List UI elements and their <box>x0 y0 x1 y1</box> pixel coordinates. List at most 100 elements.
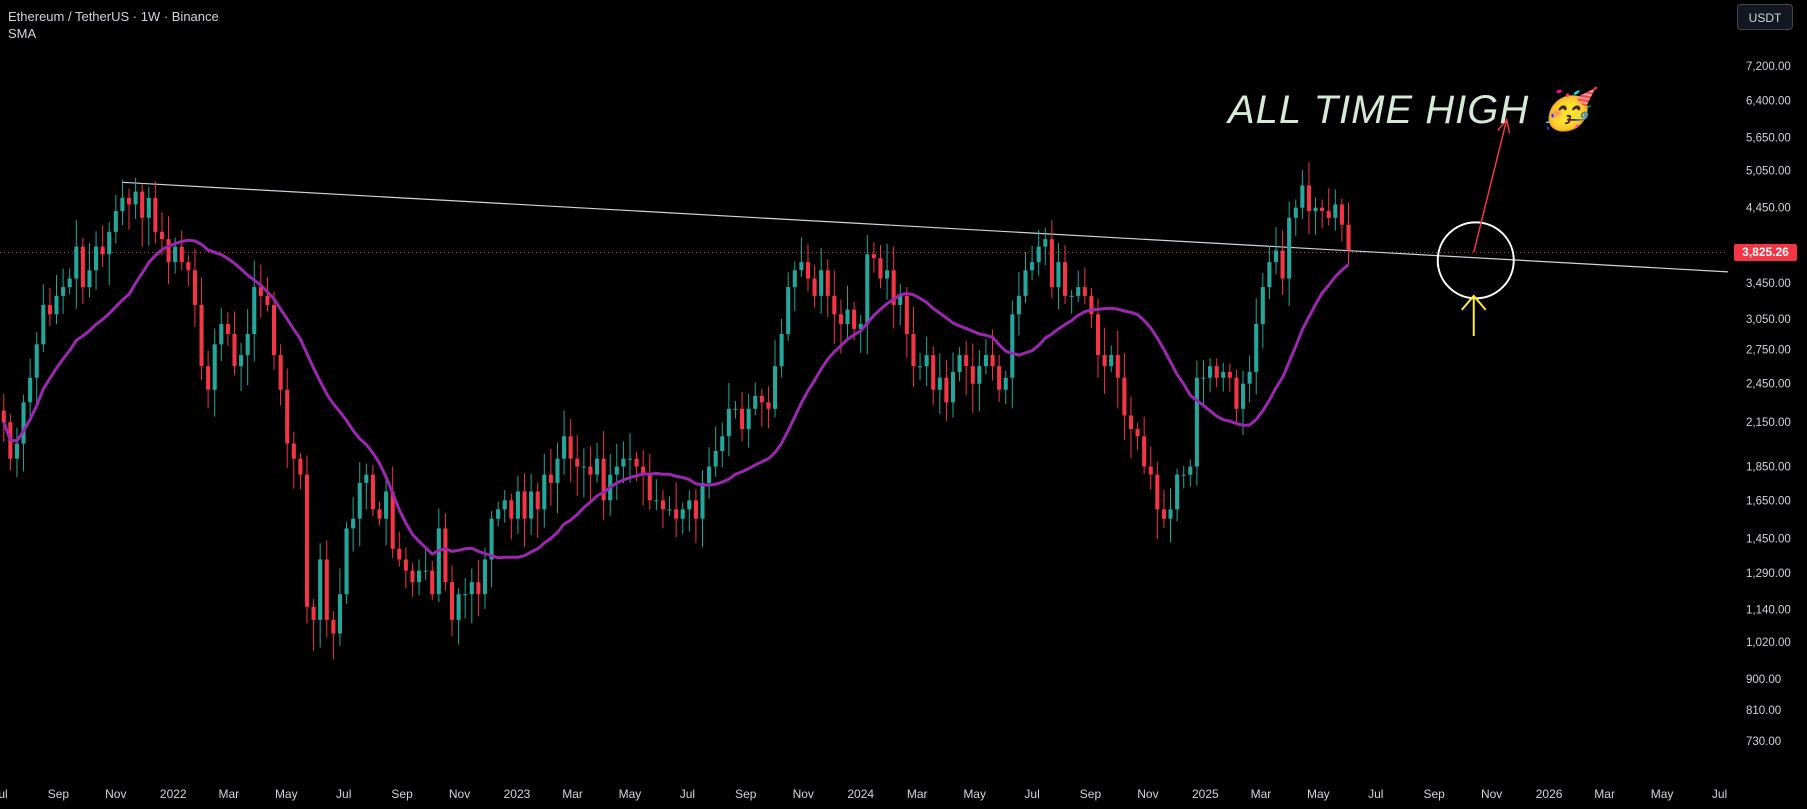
candle <box>423 547 428 580</box>
candle <box>1346 202 1351 265</box>
candle-body <box>535 491 540 510</box>
candle-body <box>693 500 698 519</box>
candle <box>720 422 725 468</box>
candle <box>113 195 118 244</box>
candle-body <box>1036 246 1041 263</box>
candle-body <box>1221 371 1226 378</box>
candle <box>529 473 534 536</box>
candle <box>403 547 408 589</box>
candle <box>377 501 382 526</box>
candle <box>1030 245 1035 280</box>
candle-body <box>707 466 712 483</box>
candle <box>1181 465 1186 489</box>
candle-body <box>54 295 59 315</box>
candle <box>871 242 876 273</box>
candle <box>1208 358 1213 393</box>
candle-body <box>291 443 296 459</box>
candle-body <box>779 333 784 367</box>
party-face-icon: 🥳 <box>1541 88 1593 132</box>
candle <box>674 482 679 538</box>
candle-body <box>522 491 527 519</box>
candle <box>687 490 692 532</box>
candle-body <box>1056 262 1061 288</box>
candle <box>680 502 685 535</box>
candle-body <box>173 246 178 263</box>
time-tick-label: May <box>1307 787 1330 801</box>
candle <box>891 246 896 329</box>
candle <box>1069 290 1074 314</box>
candle-body <box>594 458 600 475</box>
time-tick-label: 2024 <box>847 787 874 801</box>
all-time-high-annotation: ALL TIME HIGH 🥳 <box>1228 86 1592 133</box>
candle <box>654 479 659 511</box>
candle-body <box>713 451 718 467</box>
time-tick-label: Sep <box>1424 787 1446 801</box>
candle-body <box>983 355 988 367</box>
time-tick-label: 2022 <box>160 787 187 801</box>
candle-body <box>1023 270 1028 296</box>
candle-body <box>1175 474 1180 510</box>
candle <box>515 475 520 534</box>
candle <box>337 568 342 646</box>
candle <box>759 388 764 427</box>
candle <box>997 354 1002 402</box>
annotation-text: ALL TIME HIGH <box>1228 88 1530 132</box>
candle <box>331 611 336 660</box>
candle-body <box>871 254 876 259</box>
candle-body <box>1010 314 1015 378</box>
candle-body <box>1188 466 1193 475</box>
indicator-legend-sma[interactable]: SMA <box>8 26 37 41</box>
symbol-title[interactable]: Ethereum / TetherUS · 1W · Binance <box>8 9 219 24</box>
time-tick-label: May <box>275 787 298 801</box>
time-tick-label: Nov <box>449 787 470 801</box>
candle-body <box>700 482 705 519</box>
candle <box>1201 359 1206 408</box>
chart-header: Ethereum / TetherUS · 1W · Binance SMA <box>8 8 219 42</box>
trendline <box>122 181 1729 273</box>
candle <box>885 243 890 300</box>
candle-body <box>436 528 441 595</box>
candle-body <box>1115 355 1120 378</box>
target-arrow-line <box>1473 119 1508 253</box>
candle <box>535 482 540 538</box>
candle <box>594 442 600 483</box>
candle-body <box>1 410 6 423</box>
candle-body <box>1003 377 1008 390</box>
candle-body <box>1273 250 1279 263</box>
candle <box>417 559 422 596</box>
price-axis[interactable]: 8,400.007,200.006,400.005,650.005,050.00… <box>1746 15 1791 747</box>
candle-body <box>61 287 66 296</box>
price-tick-label: 2,450.00 <box>1746 379 1791 391</box>
candle <box>542 453 547 528</box>
candle-body <box>812 278 817 296</box>
candle-body <box>239 355 244 367</box>
time-axis[interactable]: Jul Sep Nov 2022 Mar May Jul Sep Nov 2023 Mar May Ju… <box>0 787 1727 801</box>
candlestick-series[interactable] <box>1 162 1351 660</box>
candle-body <box>799 262 804 271</box>
candle <box>1254 298 1259 395</box>
candle-body <box>344 528 349 595</box>
currency-button[interactable]: USDT <box>1737 4 1793 30</box>
candle <box>74 219 79 309</box>
candle-body <box>34 344 39 378</box>
candle <box>1109 345 1114 373</box>
candle-body <box>805 262 811 279</box>
candle <box>740 391 745 442</box>
candle-body <box>1313 207 1318 212</box>
time-tick-label: May <box>619 787 642 801</box>
time-tick-label: Jul <box>1024 787 1039 801</box>
price-tick-label: 2,150.00 <box>1746 417 1791 429</box>
candle-body <box>159 231 165 240</box>
candle-body <box>509 500 514 519</box>
candle <box>1267 245 1272 300</box>
candle <box>318 543 323 648</box>
candle-body <box>337 594 342 634</box>
candle-body <box>1122 377 1127 416</box>
candle-body <box>588 466 593 475</box>
candle <box>911 306 916 388</box>
sma-series <box>2 238 1350 560</box>
price-tick-label: 5,650.00 <box>1746 132 1791 144</box>
candle-body <box>1016 295 1021 315</box>
candle-body <box>1320 207 1325 212</box>
